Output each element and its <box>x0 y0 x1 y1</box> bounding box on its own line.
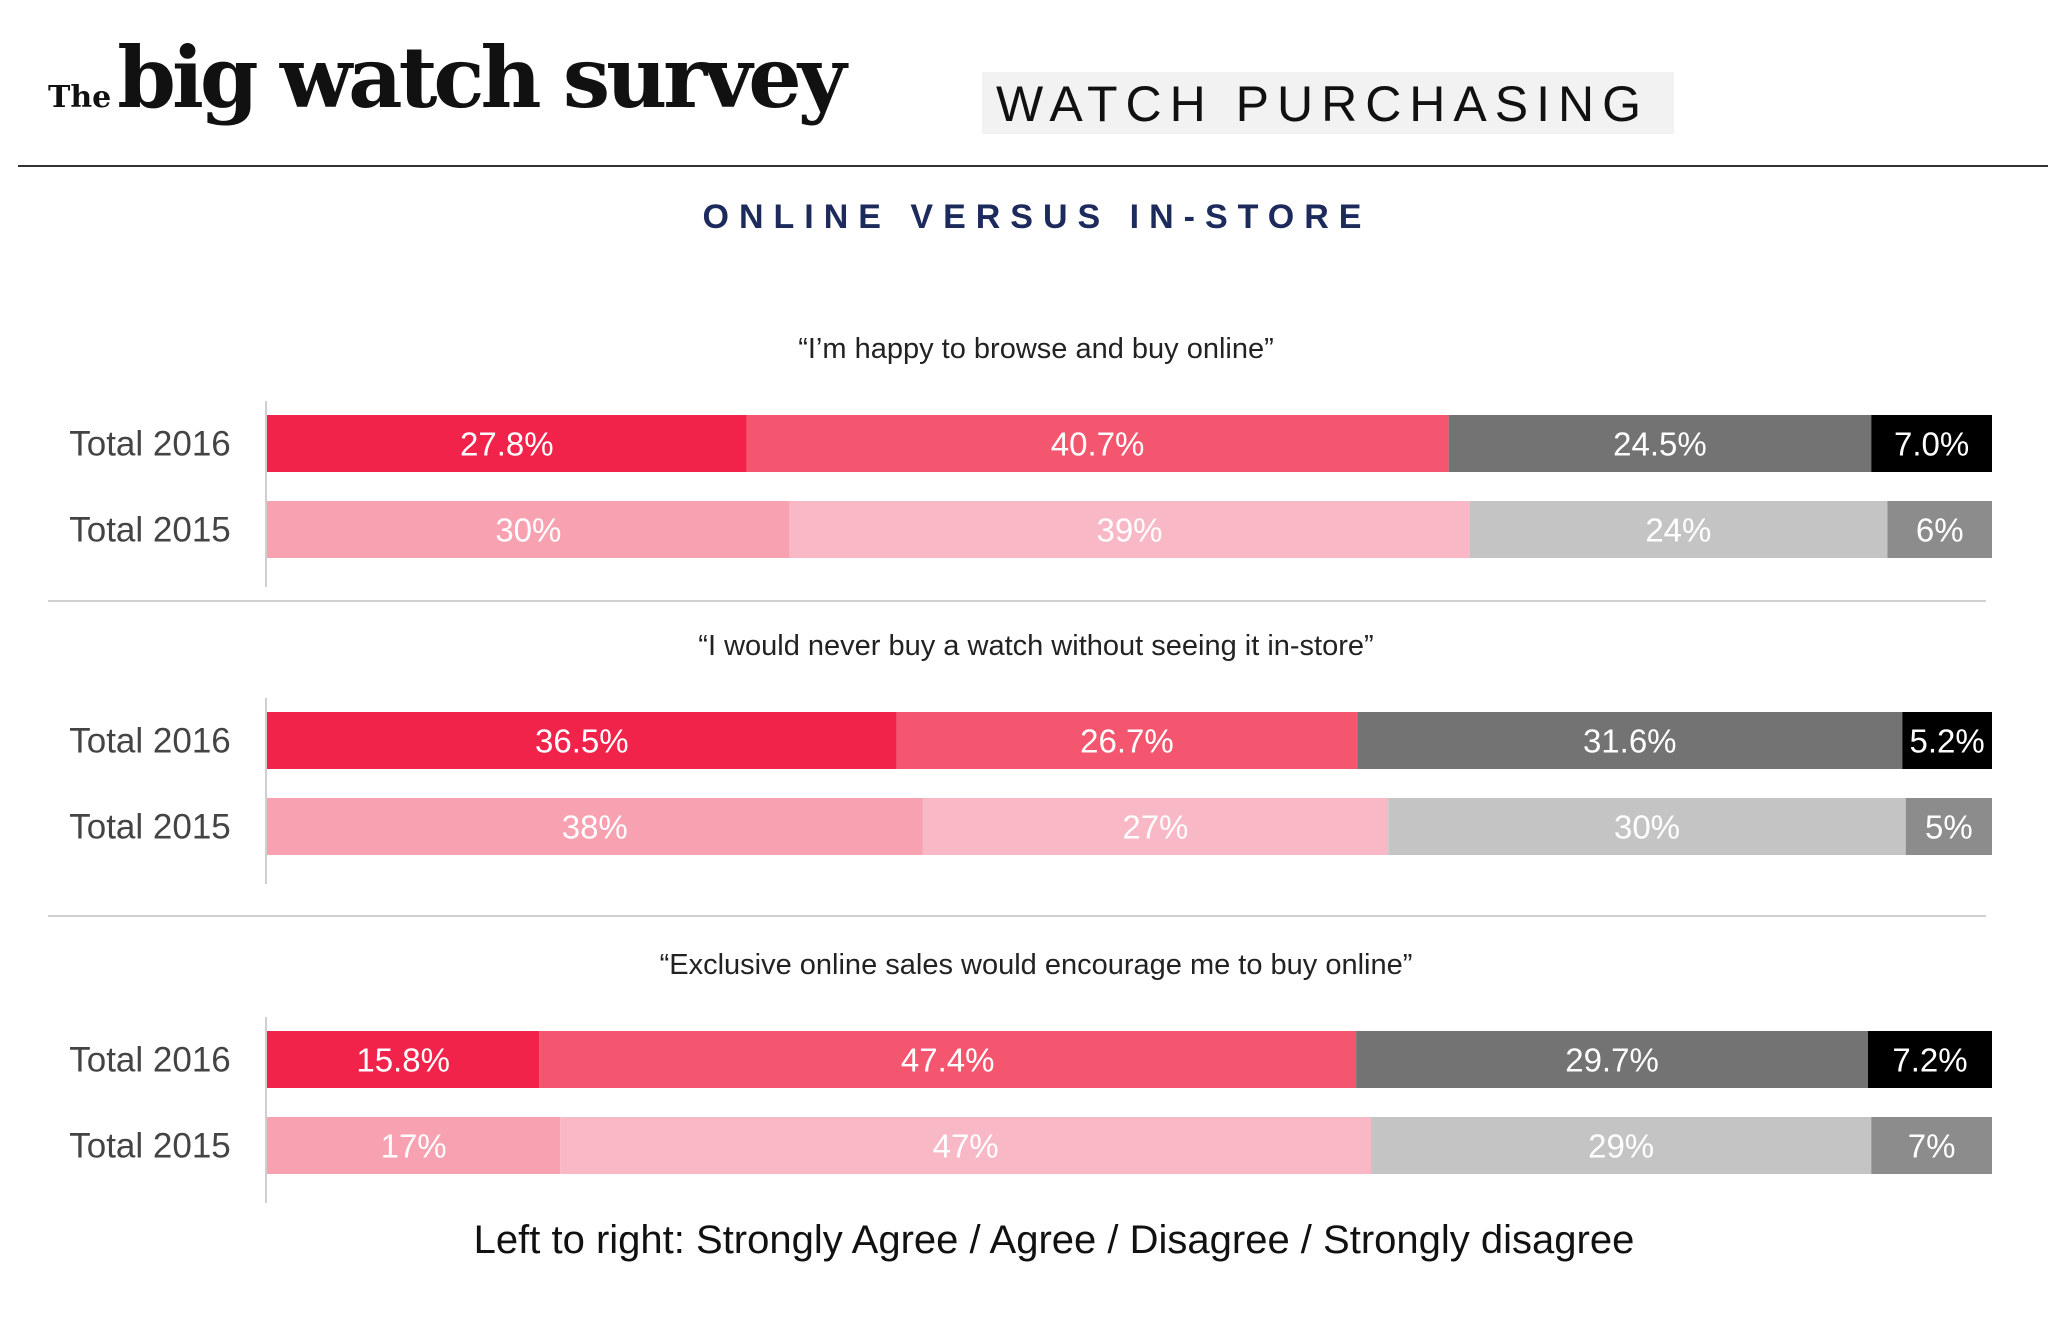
chart-title: ONLINE VERSUS IN-STORE <box>702 198 1372 236</box>
data-label: 36.5% <box>535 723 629 760</box>
data-label: 47.4% <box>901 1042 995 1079</box>
bar-segment <box>267 798 923 855</box>
row-label: Total 2016 <box>69 1041 231 1080</box>
bar-segment <box>1887 501 1992 558</box>
bar-segment <box>1448 415 1872 472</box>
row-label: Total 2015 <box>69 511 231 550</box>
data-label: 24.5% <box>1613 426 1707 463</box>
bar-segment <box>896 712 1358 769</box>
statement-label: “I’m happy to browse and buy online” <box>798 333 1274 365</box>
data-label: 27.8% <box>460 426 554 463</box>
bar-segment <box>1357 712 1903 769</box>
data-label: 5% <box>1925 809 1973 846</box>
bar-segment <box>789 501 1470 558</box>
bar-segment <box>746 415 1449 472</box>
bar-segment <box>267 1117 561 1174</box>
data-label: 5.2% <box>1910 723 1985 760</box>
data-label: 7.2% <box>1892 1042 1967 1079</box>
data-label: 30% <box>1614 809 1680 846</box>
header-divider <box>18 165 2048 167</box>
bar-segment <box>1867 1031 1992 1088</box>
statement-label: “Exclusive online sales would encourage … <box>660 949 1413 981</box>
data-label: 17% <box>381 1128 447 1165</box>
data-label: 27% <box>1122 809 1188 846</box>
data-label: 15.8% <box>356 1042 450 1079</box>
bar-segment <box>267 712 897 769</box>
legend-note: Left to right: Strongly Agree / Agree / … <box>473 1218 1635 1262</box>
data-label: 38% <box>562 809 628 846</box>
data-label: 40.7% <box>1051 426 1145 463</box>
data-label: 29.7% <box>1565 1042 1659 1079</box>
bar-segment <box>922 798 1389 855</box>
bar-segment <box>1905 798 1992 855</box>
brand-prefix: The <box>48 80 112 115</box>
data-label: 30% <box>495 512 561 549</box>
data-label: 7% <box>1908 1128 1956 1165</box>
bar-segment <box>1871 415 1992 472</box>
row-label: Total 2016 <box>69 722 231 761</box>
data-label: 39% <box>1096 512 1162 549</box>
brand-name: big watch survey <box>117 28 846 127</box>
row-label: Total 2015 <box>69 1127 231 1166</box>
statement-label: “I would never buy a watch without seein… <box>698 630 1373 662</box>
bar-segment <box>560 1117 1371 1174</box>
bar-segment <box>1371 1117 1872 1174</box>
bar-segment <box>267 501 790 558</box>
brand-logo: Thebig watch survey <box>48 28 847 127</box>
bar-segment <box>1469 501 1888 558</box>
bar-segment <box>267 1031 540 1088</box>
data-label: 26.7% <box>1080 723 1174 760</box>
data-label: 7.0% <box>1894 426 1969 463</box>
bar-segment <box>267 415 747 472</box>
bar-segment <box>1902 712 1992 769</box>
data-label: 24% <box>1645 512 1711 549</box>
data-label: 47% <box>933 1128 999 1165</box>
data-label: 29% <box>1588 1128 1654 1165</box>
row-label: Total 2015 <box>69 808 231 847</box>
data-label: 6% <box>1916 512 1964 549</box>
bar-segment <box>539 1031 1357 1088</box>
bar-segment <box>1871 1117 1992 1174</box>
data-label: 31.6% <box>1583 723 1677 760</box>
section-title: WATCH PURCHASING <box>996 76 1649 132</box>
row-label: Total 2016 <box>69 425 231 464</box>
section-title-background <box>982 72 1674 134</box>
bar-segment <box>1356 1031 1868 1088</box>
bar-segment <box>1388 798 1906 855</box>
